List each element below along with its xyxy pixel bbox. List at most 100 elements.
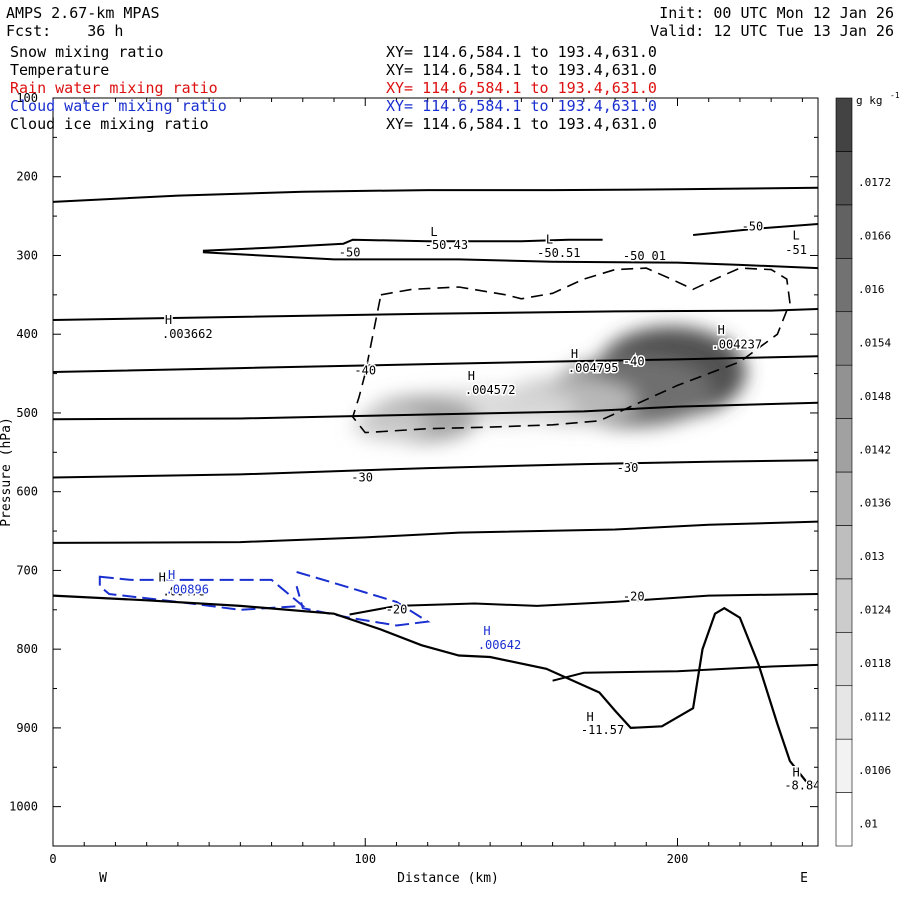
cloud-water-label-0: H: [168, 568, 175, 582]
field-range-snow: XY= 114.6,584.1 to 193.4,631.0: [386, 43, 657, 61]
contour-label-17: .003662: [162, 327, 213, 341]
colorbar-label: .0166: [858, 230, 891, 243]
colorbar-swatch: [835, 257, 853, 313]
colorbar-swatch: [835, 738, 853, 793]
contour-label-28: H: [793, 766, 800, 780]
colorbar-swatch: [835, 471, 853, 526]
y-tick-label: 700: [16, 563, 38, 577]
colorbar: .01 .0106 .0112 .0118 .0124 .013 .0136 .0142 .01…: [835, 91, 900, 847]
contour-label-6: -50: [623, 249, 645, 263]
cloud-ice-blob-5: [352, 409, 428, 441]
cloud-water-contours: [98, 571, 431, 627]
cloud-water-contour-slope: [295, 571, 431, 627]
y-tick-label: 300: [16, 248, 38, 262]
colorbar-swatch: [835, 151, 853, 206]
cloud-water-label-2: H: [483, 624, 490, 638]
axes: 0 100 200 100 200 300 400 500 600 700 800 900 1000: [9, 91, 818, 866]
terrain-line: [53, 594, 818, 786]
contour-label-5: L: [546, 233, 553, 247]
field-name-snow: Snow mixing ratio: [10, 43, 164, 61]
x-axis-title: Distance (km): [397, 871, 499, 886]
field-name-cloud-water: Cloud water mixing ratio: [10, 97, 227, 115]
plot-frame: [52, 97, 819, 847]
colorbar-swatch: [835, 418, 853, 473]
east-label: E: [800, 871, 808, 886]
contour-label-27: -11.57: [581, 723, 624, 737]
field-name-rain: Rain water mixing ratio: [10, 79, 218, 97]
isotherm--20: [349, 593, 818, 616]
y-tick-label: 100: [16, 91, 38, 105]
colorbar-swatch: [835, 364, 853, 419]
contour-label-23: .004237: [712, 337, 763, 351]
contour-label-3: L: [430, 225, 437, 239]
isotherm--25: [53, 520, 818, 544]
isotherm--35: [53, 401, 818, 421]
contour-label-18: H: [468, 369, 475, 383]
colorbar-label: .0124: [858, 604, 891, 617]
colorbar-label: .0172: [858, 176, 891, 189]
field-range-temperature: XY= 114.6,584.1 to 193.4,631.0: [386, 61, 657, 79]
y-tick-label: 900: [16, 721, 38, 735]
contour-labels: -50-50-50.43L-50.51L-50 01L-51-40-40-30-3…: [157, 218, 818, 794]
contour-label-14: -20: [386, 603, 408, 617]
colorbar-swatch: [835, 204, 853, 259]
y-tick-label: 1000: [9, 800, 38, 814]
contour-label-22: H: [718, 323, 725, 337]
contour-label-9: -51: [785, 243, 807, 257]
colorbar-unit-exponent: -1: [890, 91, 900, 100]
snow-mixing-ratio-contours: [351, 267, 791, 434]
y-tick-label: 500: [16, 406, 38, 420]
snow-contour: [351, 267, 791, 434]
field-range-rain: XY= 114.6,584.1 to 193.4,631.0: [386, 79, 657, 97]
y-tick-label: 400: [16, 327, 38, 341]
contour-label-26: H: [586, 710, 593, 724]
cloud-water-label-3: .00642: [478, 638, 521, 652]
colorbar-label: .0106: [858, 764, 891, 777]
colorbar-label: .0118: [858, 657, 891, 670]
x-tick-label: 100: [354, 852, 376, 866]
contour-label-21: .004795: [568, 361, 619, 375]
x-tick-label: 200: [667, 852, 689, 866]
y-axis-title: Pressure (hPa): [0, 417, 14, 527]
field-name-cloud-ice: Cloud ice mixing ratio: [10, 115, 209, 133]
colorbar-swatch: [835, 525, 853, 580]
x-tick-label: 0: [49, 852, 56, 866]
contour-label-25: .00473: [162, 585, 205, 599]
field-range-cloud-water: XY= 114.6,584.1 to 193.4,631.0: [386, 97, 657, 115]
colorbar-label: .013: [858, 550, 885, 563]
field-range-cloud-ice: XY= 114.6,584.1 to 193.4,631.0: [386, 115, 657, 133]
model-title: AMPS 2.67-km MPAS: [6, 4, 160, 22]
contour-label-10: -40: [354, 363, 376, 377]
isotherm--15: [552, 663, 818, 682]
colorbar-label: .0112: [858, 710, 891, 723]
colorbar-swatch: [835, 685, 853, 740]
contour-label-0: -50: [742, 219, 764, 233]
contour-label-13: -30: [617, 461, 639, 475]
west-label: W: [99, 871, 107, 886]
colorbar-swatch: [835, 311, 853, 366]
contour-label-1: -50: [339, 245, 361, 259]
colorbar-label: .0136: [858, 497, 891, 510]
forecast-hour: Fcst: 36 h: [6, 22, 124, 40]
contour-label-16: H: [165, 313, 172, 327]
colorbar-label: .016: [858, 283, 885, 296]
colorbar-swatch: [835, 97, 853, 152]
isotherm--40: [53, 355, 818, 373]
colorbar-label: .0154: [858, 336, 891, 349]
contour-label-7: 01: [652, 249, 666, 263]
colorbar-label: .01: [858, 817, 878, 830]
isotherm--55: [202, 238, 603, 252]
contour-label-8: L: [793, 229, 800, 243]
isotherm--50b: [692, 223, 818, 236]
terrain-profile: [53, 594, 818, 786]
y-tick-label: 600: [16, 485, 38, 499]
valid-time: Valid: 12 UTC Tue 13 Jan 26: [650, 22, 894, 40]
cloud-water-label-1: .00896: [166, 582, 209, 596]
contour-label-2: -50.43: [425, 238, 468, 252]
colorbar-swatch: [835, 792, 853, 847]
field-name-temperature: Temperature: [10, 61, 110, 79]
temperature-contours: [53, 186, 818, 682]
colorbar-swatch: [835, 631, 853, 687]
colorbar-label: .0142: [858, 443, 891, 456]
contour-label-12: -30: [351, 470, 373, 484]
